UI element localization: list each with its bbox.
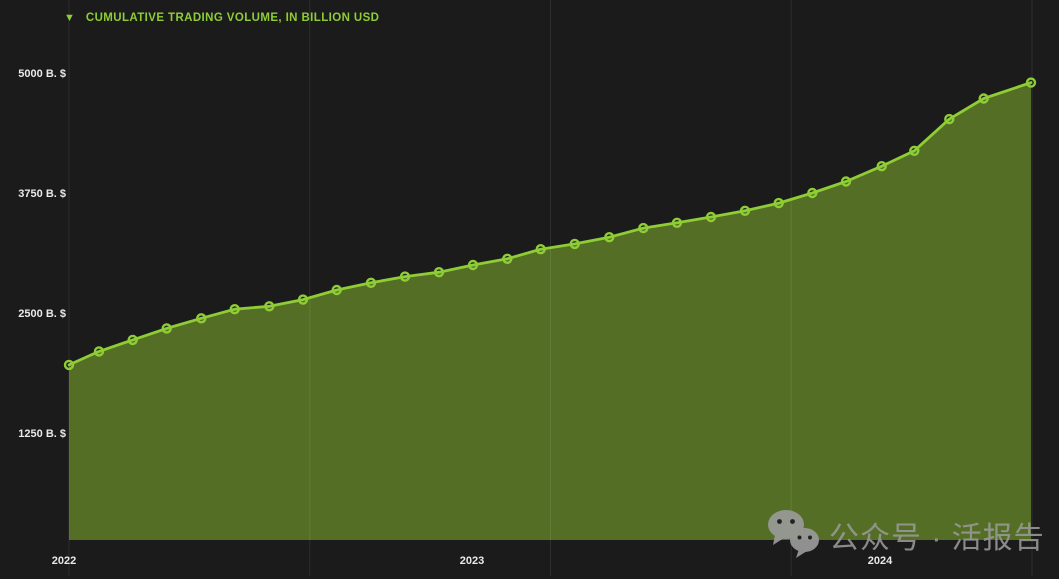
data-point-marker[interactable]: [196, 313, 207, 324]
x-tick-label: 2023: [459, 555, 485, 567]
data-point-marker[interactable]: [297, 294, 309, 305]
data-point-marker[interactable]: [63, 359, 75, 371]
data-point-marker[interactable]: [229, 304, 240, 315]
y-tick-label: 3750 B. $: [18, 188, 66, 200]
data-point-marker[interactable]: [93, 346, 105, 357]
data-point-marker[interactable]: [467, 259, 479, 271]
data-point-marker[interactable]: [365, 277, 377, 288]
data-point-marker[interactable]: [569, 238, 580, 250]
data-point-marker[interactable]: [876, 160, 887, 172]
legend-collapse-icon[interactable]: ▼: [64, 11, 75, 24]
data-point-marker[interactable]: [399, 271, 411, 282]
data-point-marker[interactable]: [807, 187, 818, 199]
y-tick-label: 2500 B. $: [18, 308, 66, 320]
data-point-marker[interactable]: [502, 253, 513, 264]
data-point-marker[interactable]: [705, 211, 717, 223]
data-point-marker[interactable]: [773, 197, 784, 209]
series-line: [67, 81, 1033, 367]
chart-title: CUMULATIVE TRADING VOLUME, IN BILLION US…: [85, 12, 380, 24]
data-point-marker[interactable]: [535, 243, 546, 255]
data-point-marker[interactable]: [671, 217, 683, 229]
data-point-marker[interactable]: [127, 334, 138, 346]
data-point-marker[interactable]: [161, 323, 172, 334]
data-point-marker[interactable]: [978, 93, 989, 104]
data-point-marker[interactable]: [331, 284, 342, 296]
data-point-marker[interactable]: [433, 267, 445, 278]
y-tick-label: 1250 B. $: [18, 428, 66, 440]
x-tick-label: 2024: [867, 555, 893, 567]
data-point-marker[interactable]: [840, 176, 852, 187]
data-point-marker[interactable]: [604, 231, 615, 243]
series-area-fill: [69, 82, 1031, 540]
legend-item[interactable]: ▼ CUMULATIVE TRADING VOLUME, IN BILLION …: [64, 9, 379, 27]
data-point-marker[interactable]: [1025, 77, 1037, 88]
data-point-marker[interactable]: [264, 301, 275, 312]
data-point-marker[interactable]: [638, 222, 649, 234]
data-point-marker[interactable]: [739, 205, 751, 217]
y-tick-label: 5000 B. $: [18, 68, 66, 80]
data-point-marker[interactable]: [944, 113, 955, 125]
data-point-marker[interactable]: [909, 145, 920, 157]
x-tick-label: 2022: [51, 555, 77, 567]
